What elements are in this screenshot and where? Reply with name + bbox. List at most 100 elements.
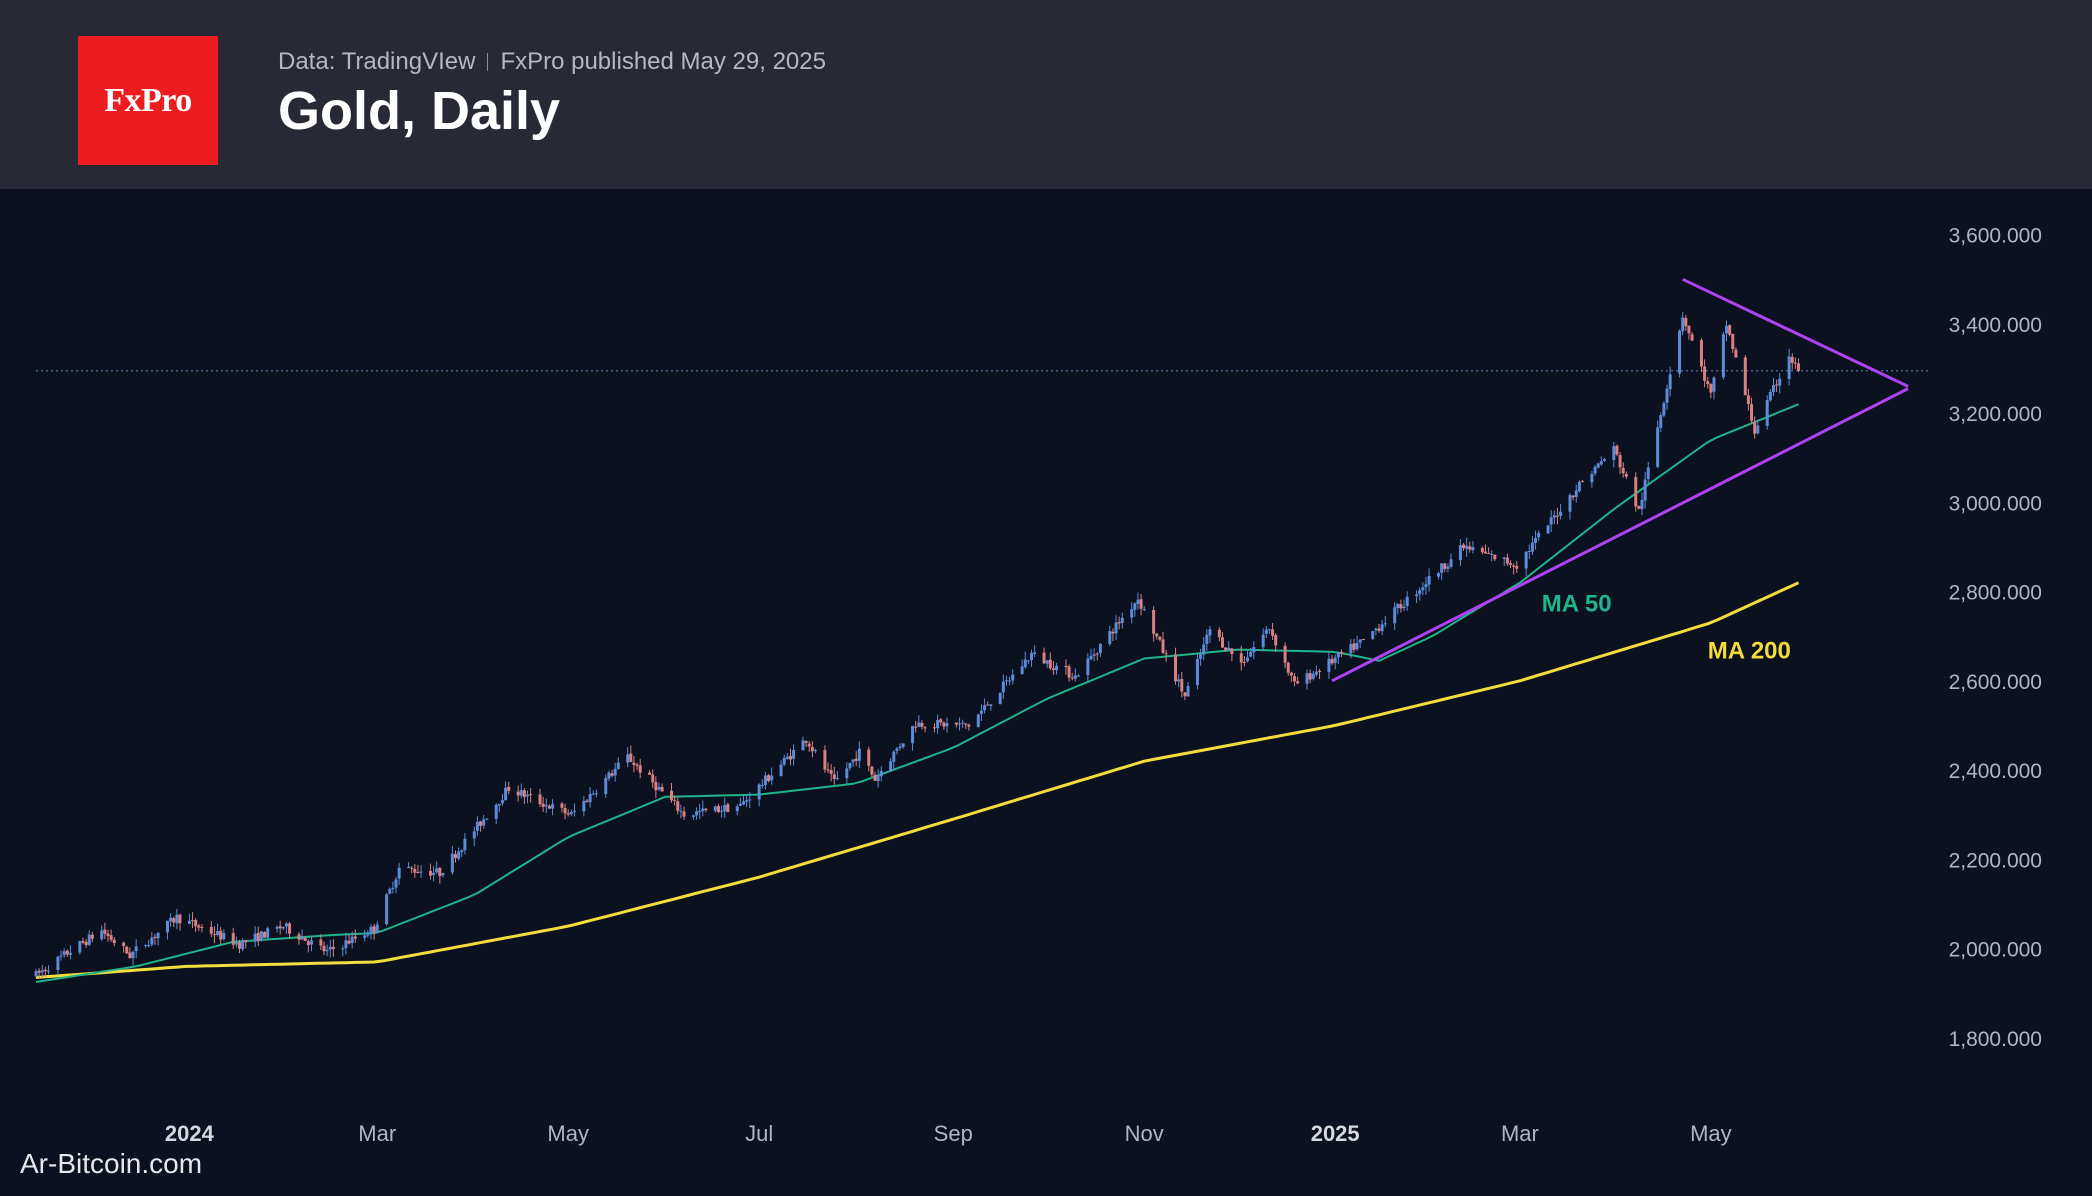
candle <box>1308 669 1312 684</box>
chart-header: FxPro Data: TradingVIew FxPro published … <box>0 0 2092 189</box>
candle-body <box>1787 356 1791 380</box>
candle <box>1227 640 1231 652</box>
candle-body <box>1330 658 1334 664</box>
publisher: FxPro published May 29, 2025 <box>500 48 826 75</box>
candle-body <box>43 969 47 972</box>
candle <box>497 803 501 813</box>
candle <box>704 808 708 813</box>
candle-body <box>826 769 830 771</box>
candle-body <box>964 723 968 725</box>
candle <box>1117 616 1121 630</box>
candle-body <box>281 927 285 929</box>
candle <box>1527 544 1531 559</box>
candle <box>660 783 664 792</box>
candle <box>1208 625 1212 644</box>
resistance-trendline[interactable] <box>1682 277 1909 388</box>
candle <box>1001 674 1005 699</box>
candle <box>1790 353 1794 370</box>
candle <box>610 769 614 778</box>
candle-body <box>1117 622 1121 624</box>
candle-body <box>1089 655 1093 660</box>
candle-body <box>788 756 792 760</box>
candle <box>1133 602 1137 617</box>
candle <box>457 847 461 861</box>
candle-body <box>165 920 169 933</box>
candle-body <box>572 810 576 812</box>
ma50-layer <box>35 403 1799 983</box>
candle <box>1296 676 1300 684</box>
candle <box>879 766 883 782</box>
candle-body <box>1637 505 1641 509</box>
candle <box>1139 593 1143 616</box>
candle-body <box>347 940 351 944</box>
candle <box>278 920 282 935</box>
candle-body <box>322 945 326 952</box>
candle-body <box>441 873 445 876</box>
candle-body <box>1797 363 1801 371</box>
candle-body <box>942 722 946 727</box>
candle <box>1756 420 1760 435</box>
candle <box>450 845 454 875</box>
candle <box>613 762 617 782</box>
candle-body <box>413 868 417 873</box>
candle <box>37 968 41 979</box>
candle-body <box>582 800 586 812</box>
candle-body <box>37 970 41 973</box>
candle-body <box>585 800 589 802</box>
candle-body <box>901 743 905 748</box>
candle <box>366 929 370 938</box>
logo-text: FxPro <box>104 81 192 119</box>
candle-body <box>1371 630 1375 639</box>
candle-body <box>1333 657 1337 663</box>
candle-body <box>867 749 871 766</box>
candle-body <box>629 753 633 762</box>
candle <box>939 718 943 726</box>
candle <box>253 926 257 948</box>
candle <box>914 720 918 733</box>
candle <box>745 794 749 808</box>
candle-body <box>1383 623 1387 625</box>
price-chart[interactable]: MA 50 MA 200 1,800.000 2,000.000 2,200.000 2… <box>0 189 2092 1196</box>
candle <box>632 755 636 773</box>
candle-body <box>1111 631 1115 634</box>
candle-body <box>682 811 686 817</box>
candle-body <box>1590 474 1594 483</box>
candle <box>626 747 630 768</box>
candle <box>538 788 542 807</box>
candle-body <box>1224 647 1228 651</box>
candle-body <box>1768 392 1772 401</box>
candle-body <box>1402 606 1406 609</box>
candle-body <box>1361 638 1365 640</box>
candle-body <box>1687 325 1691 334</box>
candle-body <box>695 811 699 816</box>
candle <box>1621 462 1625 478</box>
candle <box>309 936 313 952</box>
candle <box>760 779 764 789</box>
candle-body <box>917 722 921 727</box>
candle-body <box>212 934 216 936</box>
support-trendline[interactable] <box>1331 387 1909 683</box>
candle <box>1599 456 1603 466</box>
candle <box>344 932 348 955</box>
candle-body <box>253 933 257 942</box>
candle <box>59 950 63 961</box>
candle <box>814 748 818 754</box>
candle-body <box>256 932 260 942</box>
candle <box>942 721 946 730</box>
candle-body <box>923 727 927 729</box>
candle-body <box>134 946 138 952</box>
candle-body <box>745 800 749 802</box>
candle-body <box>394 879 398 888</box>
candle <box>695 807 699 820</box>
candle <box>989 704 993 711</box>
candle <box>1383 616 1387 628</box>
candle-body <box>397 867 401 879</box>
candle-body <box>1008 680 1012 682</box>
candle-body <box>1555 515 1559 517</box>
candle <box>109 929 113 942</box>
candle-body <box>792 749 796 759</box>
candle <box>1502 556 1506 567</box>
candle <box>889 758 893 772</box>
candle <box>1249 647 1253 657</box>
candle-body <box>1552 515 1556 518</box>
